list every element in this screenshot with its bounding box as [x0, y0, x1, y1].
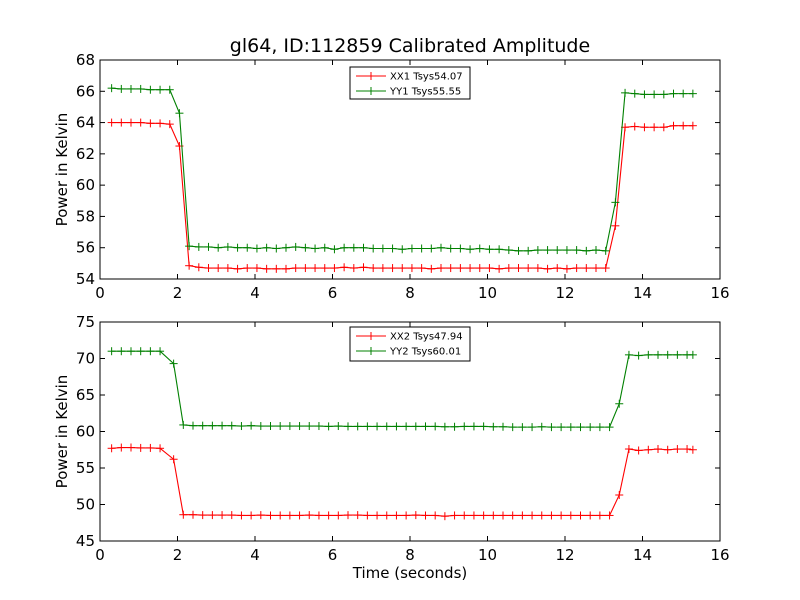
x-tick-label: 6 — [328, 546, 338, 564]
legend-box — [349, 326, 471, 362]
x-tick-label: 4 — [250, 546, 260, 564]
x-tick-label: 8 — [405, 284, 415, 302]
y-axis-label: Power in Kelvin — [53, 375, 71, 489]
legend: XX1 Tsys54.07 YY1 Tsys55.55 — [349, 66, 471, 100]
x-tick-label: 2 — [173, 284, 183, 302]
y-tick-label: 75 — [76, 313, 95, 331]
x-tick-label: 16 — [710, 284, 729, 302]
x-tick-label: 0 — [95, 546, 105, 564]
y-tick-label: 56 — [76, 239, 95, 257]
series-line — [111, 87, 693, 252]
series-line — [111, 447, 693, 517]
x-tick-label: 0 — [95, 284, 105, 302]
x-tick-label: 16 — [710, 546, 729, 564]
x-tick-label: 2 — [173, 546, 183, 564]
x-tick-label: 12 — [555, 546, 574, 564]
x-tick-label: 6 — [328, 284, 338, 302]
series-2 — [107, 84, 697, 255]
y-axis-label: Power in Kelvin — [53, 113, 71, 227]
y-tick-label: 45 — [76, 532, 95, 550]
legend-label: XX1 Tsys54.07 — [390, 72, 463, 83]
y-tick-label: 62 — [76, 145, 95, 163]
legend-label: XX2 Tsys47.94 — [390, 332, 463, 343]
y-tick-label: 60 — [76, 176, 95, 194]
legend-label: YY1 Tsys55.55 — [389, 87, 461, 98]
y-tick-label: 54 — [76, 270, 95, 288]
y-tick-label: 60 — [76, 423, 95, 441]
legend-label: YY2 Tsys60.01 — [389, 347, 461, 358]
x-tick-label: 10 — [478, 546, 497, 564]
x-tick-label: 12 — [555, 284, 574, 302]
y-tick-label: 55 — [76, 459, 95, 477]
x-tick-label: 14 — [633, 546, 652, 564]
series-1 — [107, 443, 697, 521]
series-2 — [107, 347, 697, 432]
x-tick-label: 8 — [405, 546, 415, 564]
figure-title: gl64, ID:112859 Calibrated Amplitude — [230, 35, 590, 57]
x-tick-label: 10 — [478, 284, 497, 302]
y-tick-label: 68 — [76, 51, 95, 69]
y-tick-label: 64 — [76, 114, 95, 132]
x-tick-label: 14 — [633, 284, 652, 302]
x-axis-label: Time (seconds) — [352, 564, 468, 582]
legend: XX2 Tsys47.94 YY2 Tsys60.01 — [349, 326, 471, 362]
series-1 — [107, 118, 697, 273]
chart-2: 0 2 4 6 8 10 12 14 16 45 50 55 60 65 70 75 Power in Kelv… — [53, 313, 730, 582]
y-tick-label: 58 — [76, 207, 95, 225]
x-tick-label: 4 — [250, 284, 260, 302]
y-tick-label: 50 — [76, 496, 95, 514]
series-line — [111, 350, 693, 428]
y-tick-label: 66 — [76, 82, 95, 100]
y-tick-label: 65 — [76, 386, 95, 404]
y-tick-label: 70 — [76, 350, 95, 368]
legend-box — [349, 66, 471, 100]
